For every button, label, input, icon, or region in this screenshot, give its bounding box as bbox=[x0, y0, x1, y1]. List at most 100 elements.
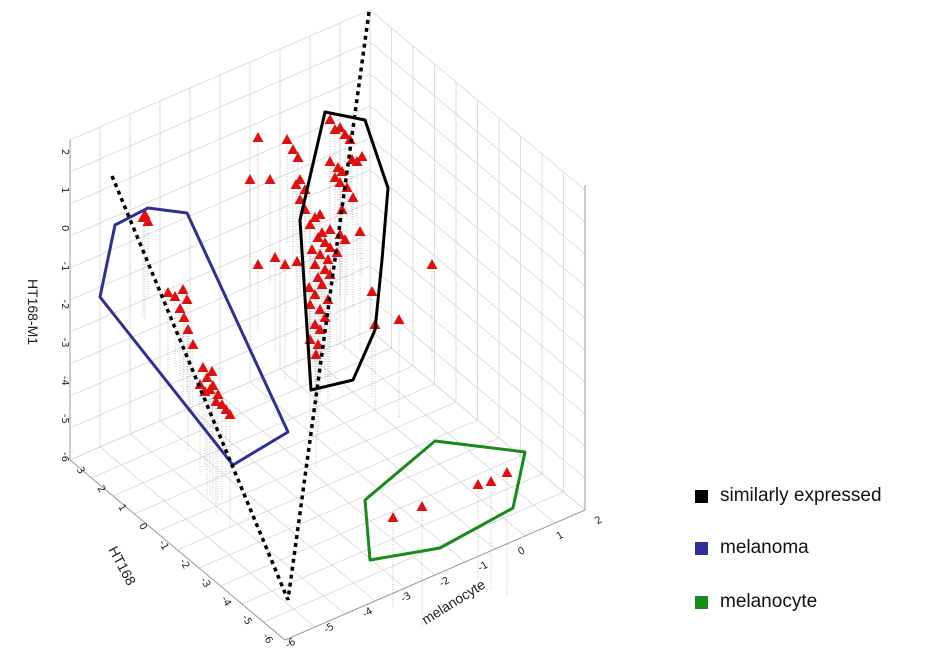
box-edge bbox=[69, 459, 286, 641]
data-point-triangle bbox=[174, 303, 186, 313]
data-point-triangle bbox=[162, 287, 174, 297]
data-point-triangle bbox=[309, 259, 321, 269]
legend-swatch-blue bbox=[695, 541, 708, 555]
legend-item-melanocyte: melanocyte bbox=[695, 588, 940, 616]
data-point-triangle bbox=[324, 242, 336, 252]
data-point-triangle bbox=[207, 380, 219, 390]
data-point-triangle bbox=[197, 362, 209, 372]
data-point-triangle bbox=[269, 252, 281, 262]
reference-lines bbox=[110, 11, 371, 601]
data-point-triangle bbox=[201, 372, 213, 382]
wall-gridline bbox=[69, 41, 371, 173]
data-point-triangle bbox=[312, 272, 324, 282]
wall-gridline bbox=[369, 73, 586, 255]
data-point-triangle bbox=[287, 144, 299, 154]
data-point-triangle bbox=[416, 501, 428, 511]
data-point-triangle bbox=[324, 114, 336, 124]
z-tick-label: -2 bbox=[59, 300, 70, 310]
wall-gridline bbox=[369, 137, 586, 319]
legend-label: melanoma bbox=[720, 537, 809, 558]
data-point-triangle bbox=[182, 324, 194, 334]
data-point-triangle bbox=[252, 132, 264, 142]
data-point-triangle bbox=[314, 304, 326, 314]
data-point-triangle bbox=[139, 209, 151, 219]
y-tick-label: 1 bbox=[115, 503, 128, 514]
data-point-triangle bbox=[336, 204, 348, 214]
wall-gridline bbox=[69, 73, 371, 205]
floor-gridline bbox=[241, 473, 543, 605]
x-tick-label: -2 bbox=[438, 575, 452, 590]
data-point-triangle bbox=[281, 134, 293, 144]
data-point-triangle bbox=[324, 156, 336, 166]
data-point-triangle bbox=[187, 339, 199, 349]
data-point-triangle bbox=[177, 284, 189, 294]
data-point-triangle bbox=[294, 174, 306, 184]
floor-gridline bbox=[249, 381, 466, 563]
wall-gridline bbox=[69, 169, 371, 301]
data-point-triangle bbox=[354, 226, 366, 236]
data-point-triangle bbox=[324, 224, 336, 234]
data-point-triangle bbox=[312, 339, 324, 349]
legend-swatch-black bbox=[695, 489, 708, 503]
data-point-triangle bbox=[314, 324, 326, 334]
wall-gridline bbox=[369, 9, 586, 191]
data-point-triangle bbox=[309, 212, 321, 222]
data-point-triangle bbox=[366, 286, 378, 296]
y-tick-label: 3 bbox=[74, 465, 87, 476]
data-point-triangle bbox=[347, 192, 359, 202]
box-edge bbox=[284, 509, 586, 641]
z-tick-label: 0 bbox=[59, 225, 70, 231]
data-point-triangle bbox=[264, 174, 276, 184]
x-axis-title: melanocyte bbox=[419, 576, 488, 628]
wall-gridline bbox=[369, 169, 586, 351]
data-point-triangle bbox=[387, 512, 399, 522]
y-tick-label: -4 bbox=[218, 594, 233, 608]
data-point-triangle bbox=[309, 319, 321, 329]
group-outline-melanocyte bbox=[363, 439, 527, 562]
data-point-triangle bbox=[319, 312, 331, 322]
data-point-triangle bbox=[319, 237, 331, 247]
x-tick-label: -6 bbox=[284, 637, 298, 651]
y-tick-label: -2 bbox=[177, 557, 192, 571]
data-point-triangle bbox=[304, 219, 316, 229]
data-point-triangle bbox=[304, 299, 316, 309]
floor-gridline bbox=[263, 491, 564, 623]
data-point-triangle bbox=[314, 249, 326, 259]
z-tick-label: -4 bbox=[59, 376, 70, 386]
data-point-triangle bbox=[472, 479, 484, 489]
floor-gridline bbox=[309, 355, 526, 537]
data-point-triangle bbox=[306, 244, 318, 254]
legend: similarly expressed melanoma melanocyte bbox=[695, 482, 940, 642]
data-point-triangle bbox=[426, 259, 438, 269]
group-outlines bbox=[98, 110, 527, 562]
data-point-triangle bbox=[292, 152, 304, 162]
wall-gridline bbox=[69, 9, 371, 141]
data-point-triangle bbox=[485, 476, 497, 486]
y-tick-label: 0 bbox=[136, 521, 149, 532]
wall-gridline bbox=[69, 137, 371, 269]
data-point-triangle bbox=[334, 122, 346, 132]
data-point-triangle bbox=[339, 129, 351, 139]
data-point-triangle bbox=[142, 216, 154, 226]
x-tick-label: 0 bbox=[516, 545, 527, 558]
floor-gridline bbox=[339, 342, 556, 524]
data-point-triangle bbox=[212, 389, 224, 399]
data-point-triangle bbox=[206, 366, 218, 376]
data-point-triangle bbox=[224, 409, 236, 419]
data-point-triangle bbox=[309, 289, 321, 299]
floor-gridline bbox=[220, 455, 521, 587]
x-tick-label: -5 bbox=[322, 621, 336, 636]
y-tick-label: 2 bbox=[95, 484, 108, 495]
floor-gridline bbox=[198, 437, 500, 569]
y-tick-label: -3 bbox=[198, 576, 213, 590]
data-point-triangle bbox=[316, 279, 328, 289]
y-axis-title: HT168 bbox=[105, 543, 139, 588]
z-tick-label: -6 bbox=[59, 452, 70, 462]
data-point-triangle bbox=[322, 254, 334, 264]
data-point-triangle bbox=[169, 291, 181, 301]
y-tick-label: -6 bbox=[260, 632, 275, 646]
data-point-triangle bbox=[310, 349, 322, 359]
z-tick-label: -1 bbox=[59, 261, 70, 271]
z-axis-title: HT168-M1 bbox=[25, 279, 41, 345]
data-point-triangle bbox=[252, 259, 264, 269]
